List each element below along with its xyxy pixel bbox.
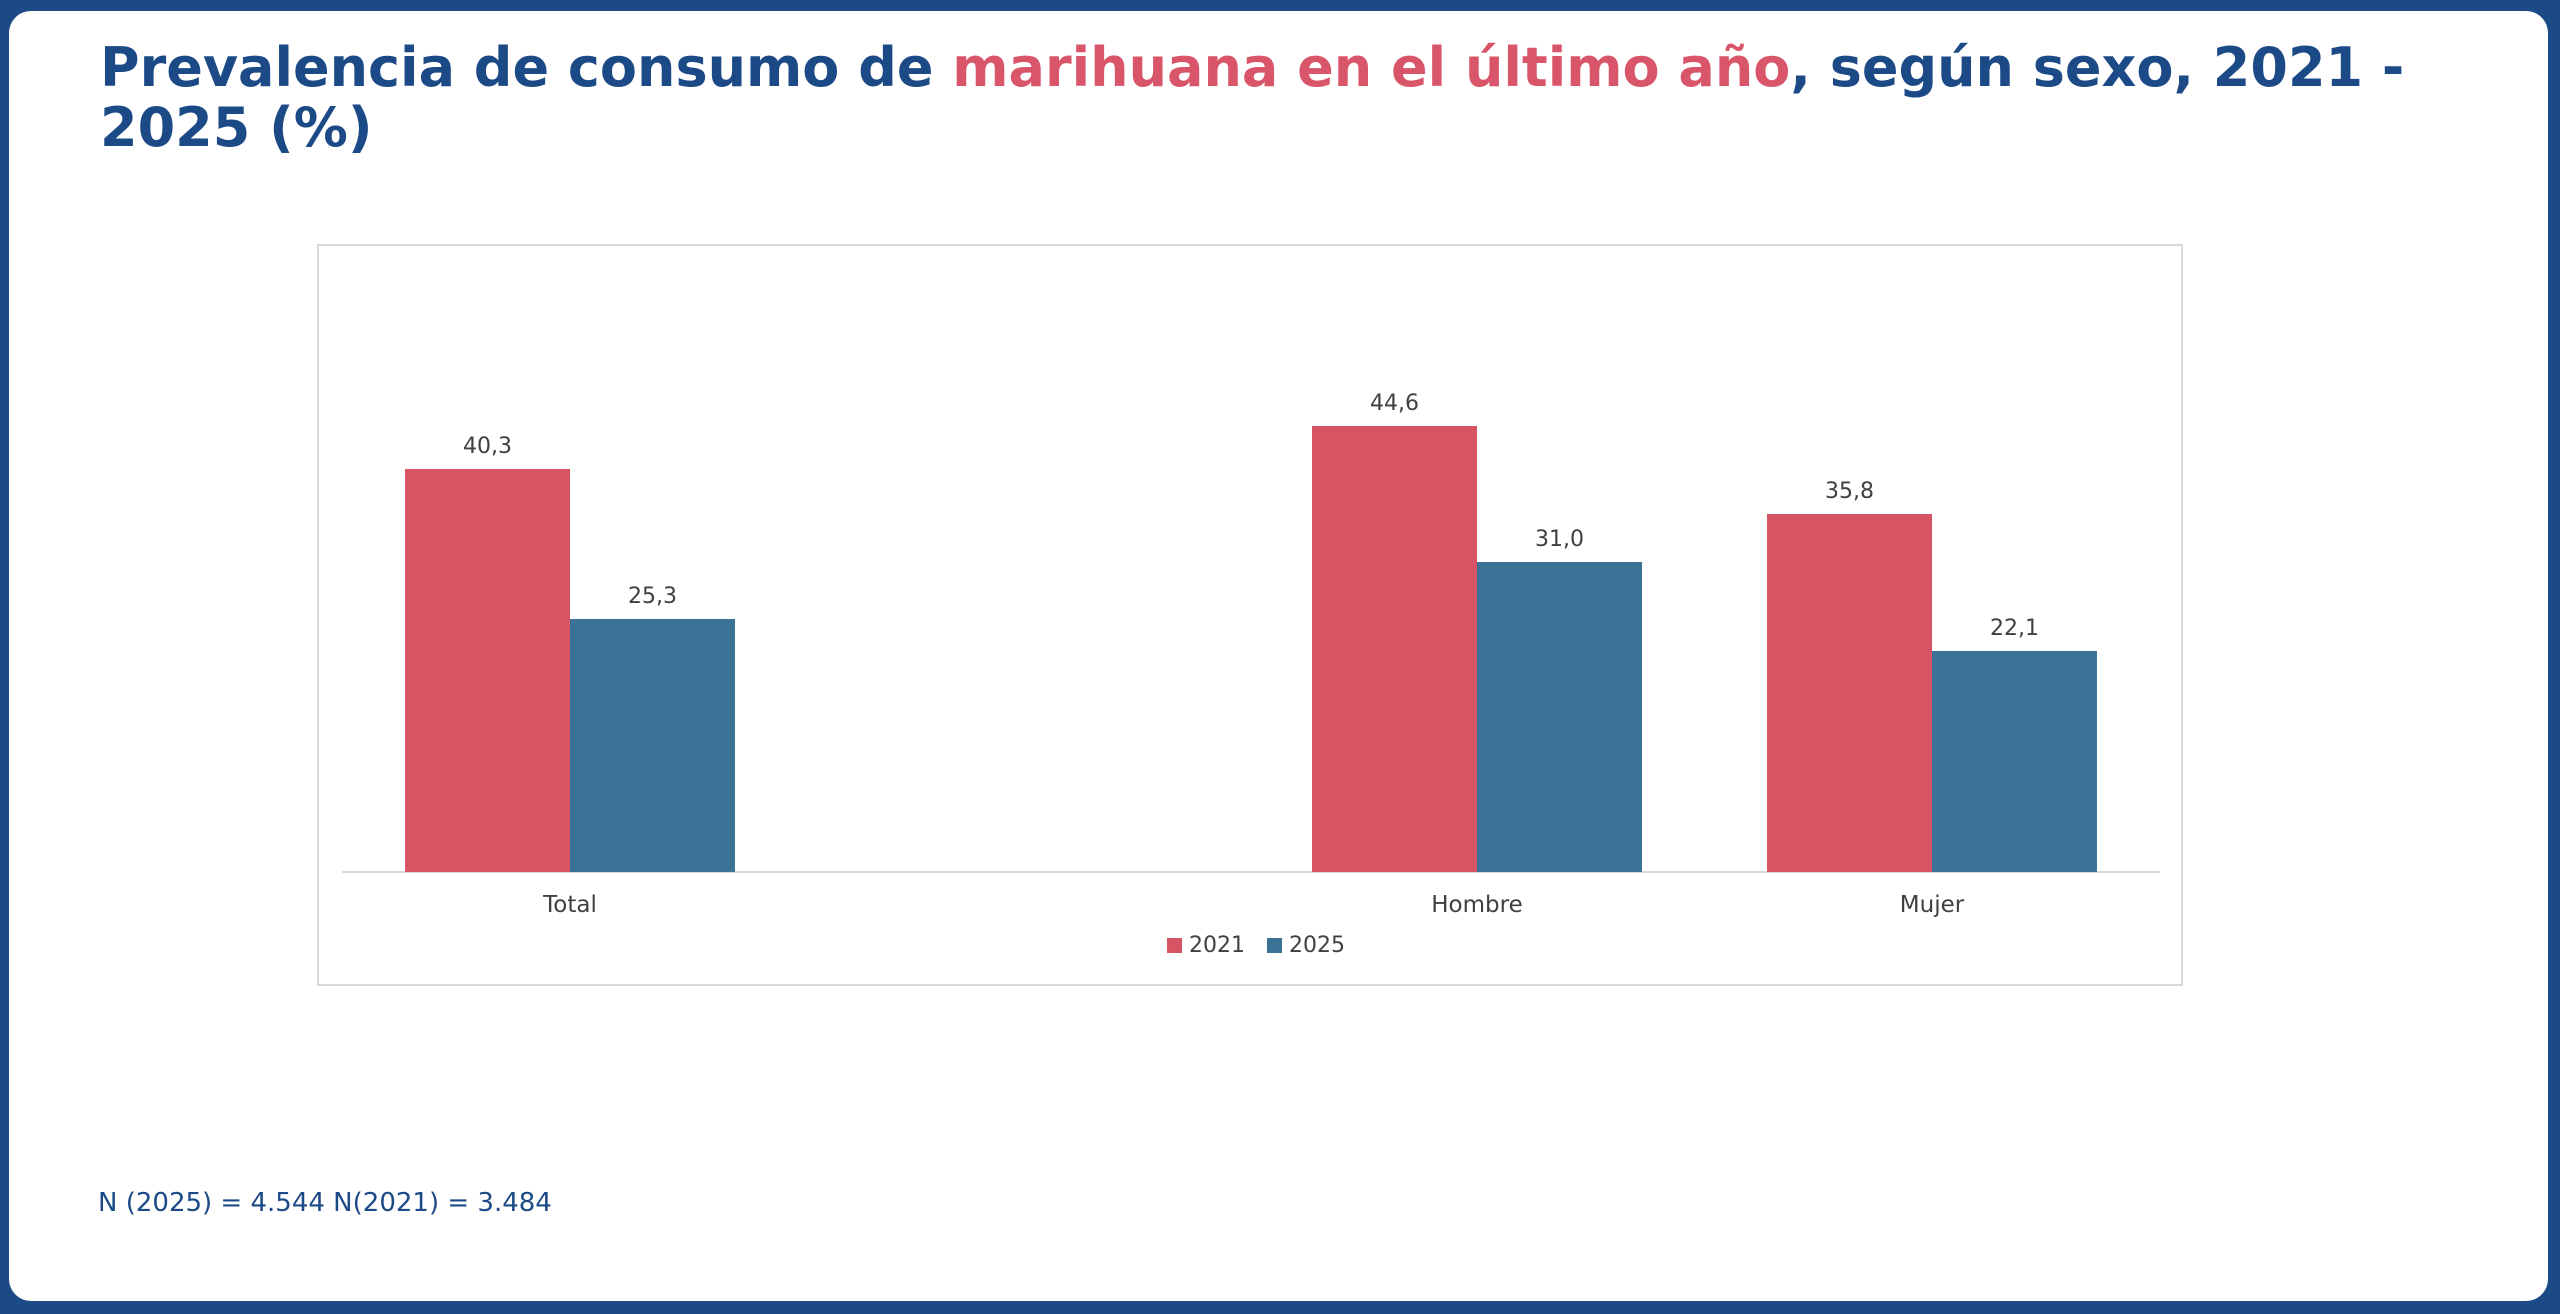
bar-2021-mujer — [1767, 514, 1932, 872]
data-label: 25,3 — [628, 584, 677, 609]
x-tick-label: Mujer — [1900, 892, 1965, 918]
x-tick-label: Total — [542, 892, 597, 918]
data-label: 44,6 — [1370, 391, 1419, 416]
page-title: Prevalencia de consumo de marihuana en e… — [100, 38, 2480, 158]
title-highlight: marihuana en el último año — [952, 36, 1791, 99]
bar-chart: 40,3 25,3 Total 44,6 31,0 Hombre 35,8 22,1 Mujer… — [342, 391, 2160, 958]
data-label: 31,0 — [1535, 527, 1584, 552]
legend-swatch-2021 — [1167, 938, 1182, 953]
sample-size-note: N (2025) = 4.544 N(2021) = 3.484 — [98, 1188, 552, 1218]
title-part-1: Prevalencia de consumo de — [100, 36, 953, 99]
legend-swatch-2025 — [1267, 938, 1282, 953]
data-label: 35,8 — [1825, 479, 1874, 504]
bar-2025-mujer — [1932, 651, 2097, 872]
bar-2025-hombre — [1477, 562, 1642, 872]
x-tick-label: Hombre — [1431, 892, 1522, 918]
bar-2021-total — [405, 469, 570, 872]
data-label: 22,1 — [1990, 616, 2039, 641]
title-part-2: , según sexo, 2021 - 2025 (%) — [100, 36, 2405, 159]
legend-label: 2025 — [1289, 933, 1345, 958]
legend-label: 2021 — [1189, 933, 1245, 958]
bar-2021-hombre — [1312, 426, 1477, 872]
data-label: 40,3 — [463, 434, 512, 459]
bar-2025-total — [570, 619, 735, 872]
